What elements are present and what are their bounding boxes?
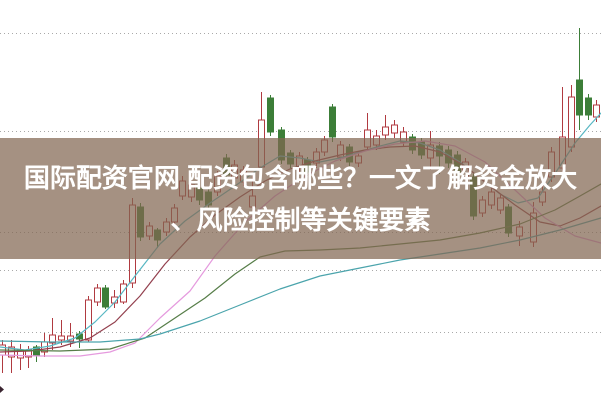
candle-body-down xyxy=(267,97,274,133)
headline-line-1: 国际配资官网 配资包含哪些？一文了解资金放大 xyxy=(23,162,578,193)
candle-body-down xyxy=(102,287,109,308)
candle-body-down xyxy=(329,106,336,138)
candle-body-up xyxy=(94,287,101,303)
candle-body-down xyxy=(585,97,592,116)
candle-body-up xyxy=(120,283,127,303)
candle-body-down xyxy=(576,79,583,116)
candle-body-up xyxy=(58,335,65,341)
title-banner: 国际配资官网 配资包含哪些？一文了解资金放大 、风险控制等关键要素 xyxy=(0,138,601,259)
candle-body-up xyxy=(593,104,600,118)
headline-line-2: 、风险控制等关键要素 xyxy=(170,204,431,235)
clipped-corner-mark xyxy=(0,386,4,393)
candle-body-up xyxy=(382,126,389,136)
candle-body-up xyxy=(85,299,92,341)
candle-body-up xyxy=(49,334,56,344)
candle-body-up xyxy=(391,124,398,134)
